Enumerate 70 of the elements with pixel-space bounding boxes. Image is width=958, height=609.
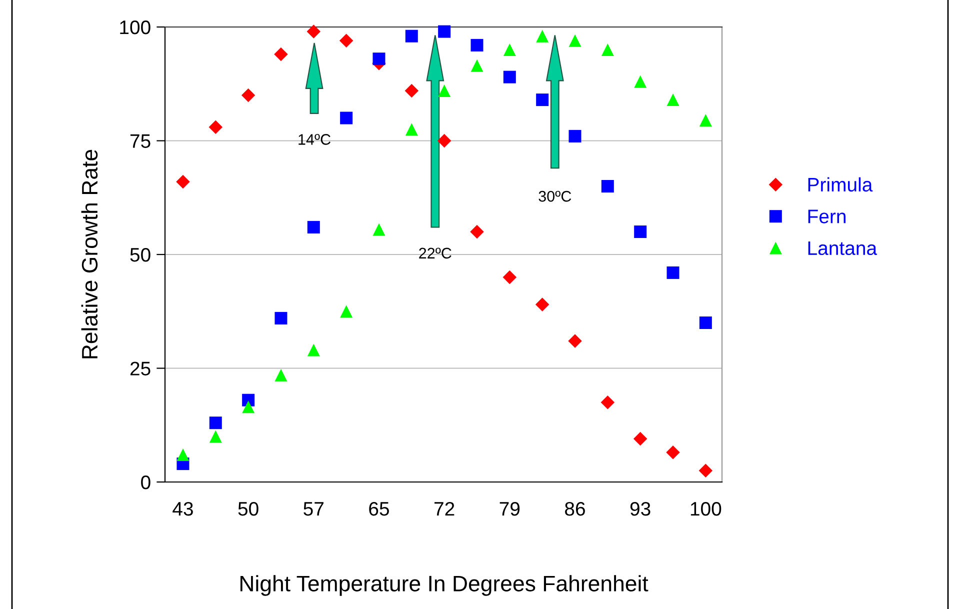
point <box>503 44 516 56</box>
point <box>307 344 320 356</box>
annotation: 14ºC <box>298 134 330 145</box>
point <box>601 180 614 192</box>
legend-label: Lantana <box>808 241 878 256</box>
point <box>633 432 648 446</box>
y-tick-label: 0 <box>141 475 150 490</box>
x-tick-label: 65 <box>369 502 389 516</box>
point <box>568 334 582 348</box>
legend-label: Primula <box>808 177 873 192</box>
x-tick-label: 72 <box>434 502 454 516</box>
point <box>535 298 550 312</box>
point <box>666 446 680 460</box>
x-tick-label: 86 <box>565 502 585 516</box>
y-tick-label: 25 <box>130 362 150 376</box>
x-axis-title: Night Temperature In Degrees Fahrenheit <box>240 575 648 596</box>
point <box>274 312 288 324</box>
y-tick-label: 50 <box>130 248 150 262</box>
point <box>306 24 321 38</box>
point <box>176 174 190 189</box>
point <box>470 224 484 239</box>
point <box>634 75 647 88</box>
point <box>274 47 288 62</box>
point <box>698 464 713 478</box>
x-tick-label: 79 <box>500 502 520 516</box>
point <box>502 270 517 284</box>
y-tick-label: 75 <box>130 134 150 148</box>
point <box>209 416 222 430</box>
annotation: 22ºC <box>419 248 452 259</box>
point <box>699 316 712 329</box>
point <box>339 34 354 48</box>
point <box>600 396 615 410</box>
point <box>241 88 256 102</box>
point <box>568 130 582 142</box>
annotation: 30ºC <box>538 190 572 202</box>
point <box>208 120 223 134</box>
x-tick-label: 100 <box>690 502 722 516</box>
x-tick-label: 50 <box>238 502 258 516</box>
point <box>242 400 255 414</box>
point <box>437 134 452 148</box>
point <box>503 70 516 84</box>
point <box>470 59 484 72</box>
x-tick-label: 93 <box>630 502 650 516</box>
point <box>307 220 320 234</box>
point <box>274 368 288 382</box>
point <box>536 30 549 42</box>
point <box>536 94 549 106</box>
point <box>340 112 353 124</box>
y-tick-label: 100 <box>120 20 150 34</box>
point <box>176 448 190 461</box>
point <box>372 223 386 236</box>
point <box>699 114 712 127</box>
point <box>209 430 222 443</box>
legend-label: Fern <box>808 210 846 224</box>
point <box>372 52 386 66</box>
point <box>438 25 451 38</box>
x-tick-label: 57 <box>304 502 324 516</box>
point <box>666 94 680 106</box>
point <box>568 34 582 47</box>
point <box>601 44 614 56</box>
point <box>470 38 484 52</box>
point <box>666 266 680 279</box>
point <box>405 30 418 42</box>
point <box>404 84 419 98</box>
x-tick-label: 43 <box>172 502 193 516</box>
point <box>340 305 353 318</box>
point <box>438 84 451 97</box>
point <box>405 123 418 136</box>
y-axis-title: Relative Growth Rate <box>81 150 98 358</box>
point <box>634 226 647 238</box>
